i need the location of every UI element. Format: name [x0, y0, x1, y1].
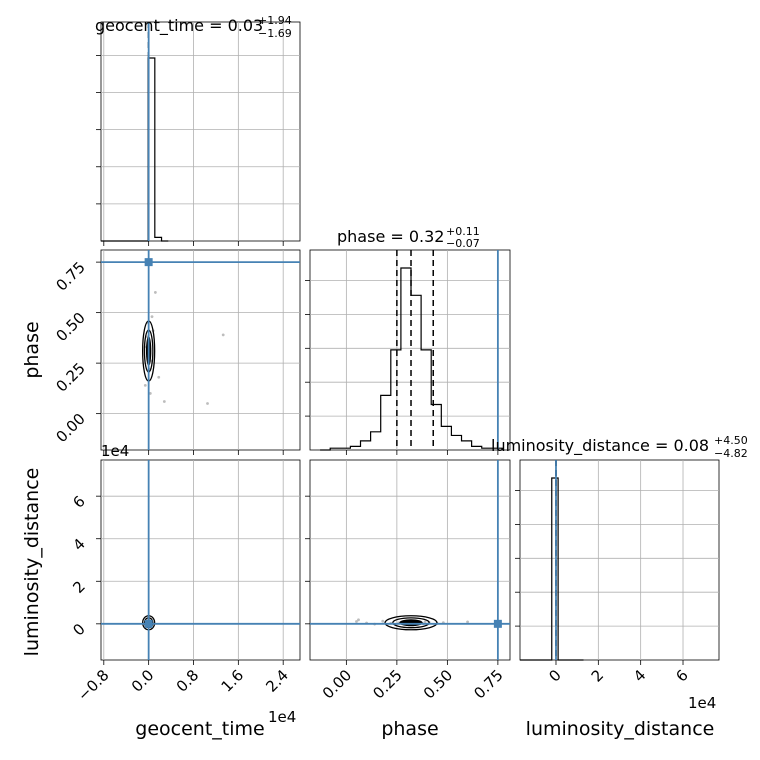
panel-distance-vs-geocent-time [100, 459, 301, 661]
tick-label-x-phase: 0.75 [470, 666, 506, 702]
scatter-point [157, 375, 161, 379]
panel-geocent-time-hist [100, 21, 301, 242]
panel-distance-hist [519, 459, 720, 661]
tick-label-y-phase: 0.50 [52, 309, 88, 345]
tick-label-y-phase: 0.75 [52, 258, 88, 294]
scatter-point [150, 315, 154, 319]
title-luminosity-distance-plus: +4.50 [714, 434, 748, 447]
contour-core [399, 619, 423, 627]
panel-phase-vs-geocent-time [100, 249, 301, 451]
offset-geocent-time-x: 1e4 [268, 708, 296, 726]
title-geocent-time: geocent_time = 0.03 [95, 16, 263, 36]
tick-label-x-geocent_time: 1.6 [218, 666, 248, 696]
title-phase: phase = 0.32 [337, 227, 444, 246]
tick-label-x-luminosity_distance: 4 [630, 666, 649, 685]
title-phase-minus: −0.07 [446, 237, 480, 250]
ylabel-luminosity-distance: luminosity_distance [21, 468, 43, 657]
tick-label-x-geocent_time: 2.4 [262, 666, 292, 696]
tick-label-x-geocent_time: 0.8 [173, 666, 203, 696]
ylabel-phase: phase [21, 321, 43, 378]
scatter-point [162, 400, 166, 403]
title-geocent-time-plus: +1.94 [258, 14, 292, 27]
tick-label-x-phase: 0.00 [319, 666, 355, 702]
contour-outer [384, 615, 438, 631]
scatter-point [143, 383, 147, 387]
tick-label-x-geocent_time: 0.0 [128, 666, 158, 696]
scatter-point [221, 333, 225, 337]
tick-label-x-geocent_time: −0.8 [74, 666, 112, 704]
offset-luminosity-distance-x: 1e4 [688, 694, 716, 712]
tick-label-x-phase: 0.50 [420, 666, 456, 702]
tick-label-x-luminosity_distance: 0 [545, 666, 564, 685]
truth-marker [493, 619, 502, 628]
tick-label-x-phase: 0.25 [369, 666, 405, 702]
truth-marker [144, 258, 153, 267]
tick-label-y-luminosity_distance: 4 [69, 535, 88, 554]
xlabel-phase: phase [381, 718, 438, 740]
panel-phase-hist [309, 249, 511, 451]
title-geocent-time-minus: −1.69 [258, 27, 292, 40]
title-phase-plus: +0.11 [446, 225, 480, 238]
scatter-point [423, 620, 427, 624]
tick-label-y-luminosity_distance: 2 [69, 577, 88, 596]
scatter-point [357, 618, 360, 622]
scatter-point [355, 620, 358, 623]
scatter-point [206, 402, 209, 405]
tick-label-y-luminosity_distance: 6 [69, 492, 88, 511]
truth-marker [144, 619, 153, 628]
xlabel-geocent-time: geocent_time [135, 718, 264, 740]
panel-distance-vs-phase [309, 459, 511, 661]
scatter-point [466, 620, 469, 624]
tick-label-y-phase: 0.25 [52, 359, 88, 395]
tick-label-x-luminosity_distance: 6 [672, 666, 691, 685]
title-luminosity-distance-minus: −4.82 [714, 447, 748, 460]
histogram-luminosity_distance [520, 477, 584, 661]
tick-label-y-luminosity_distance: 0 [69, 620, 88, 639]
scatter-point [381, 619, 385, 623]
xlabel-luminosity-distance: luminosity_distance [526, 718, 715, 740]
contour-inner [392, 617, 430, 629]
tick-label-x-luminosity_distance: 2 [588, 666, 607, 685]
scatter-point [153, 291, 157, 294]
histogram-geocent_time [101, 57, 169, 242]
tick-label-y-phase: 0.00 [52, 410, 88, 446]
scatter-point [148, 392, 152, 395]
title-luminosity-distance: luminosity_distance = 0.08 [491, 436, 709, 456]
offset-luminosity-distance-y: 1e4 [101, 442, 129, 460]
